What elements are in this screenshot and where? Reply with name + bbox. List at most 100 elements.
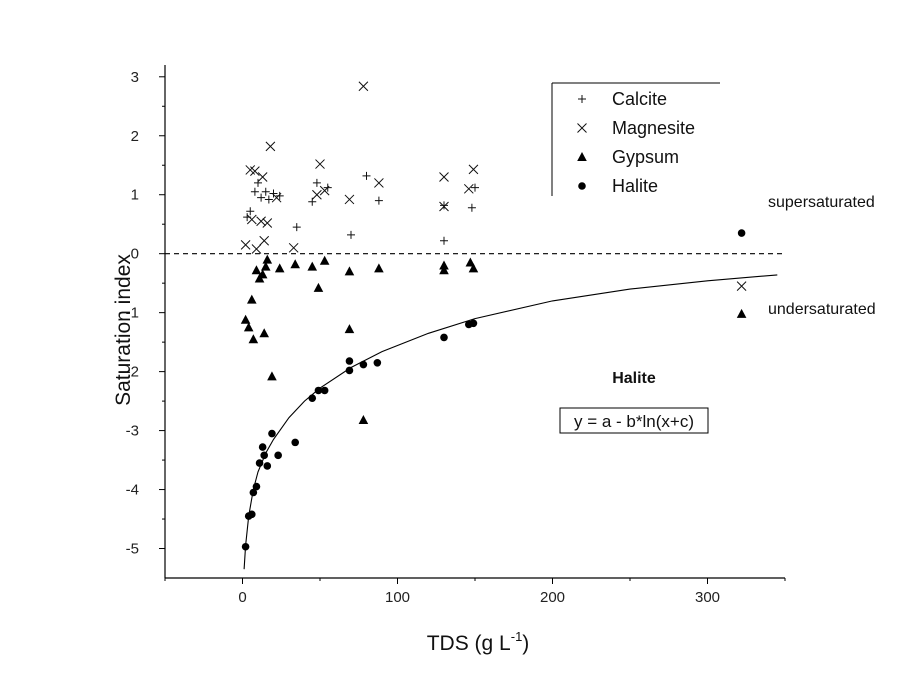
x-tick-label: 100 [385,589,410,606]
gypsum-point [290,259,300,269]
gypsum-point [251,265,262,275]
series-magnesite [240,81,747,291]
y-tick-label: -2 [126,364,139,381]
gypsum-point [243,322,254,332]
gypsum-point [344,266,355,276]
calcite-point [264,195,273,204]
halite-point [440,333,448,342]
magnesite-point [358,81,369,92]
halite-point [241,542,250,551]
legend-items: Calcite Magnesite Gypsum Halite [577,89,695,196]
halite-point [469,319,478,328]
legend-entry-gypsum: Gypsum [577,147,679,167]
calcite-point [246,207,255,216]
halite-point [291,438,300,447]
annotation-undersaturated: undersaturated [768,301,876,318]
gypsum-point [260,261,271,271]
magnesite-point [240,239,251,250]
legend-marker-magnesite [577,123,587,133]
legend-label-gypsum: Gypsum [612,147,679,167]
halite-point [359,360,368,369]
gypsum-point [344,324,355,334]
series-calcite [243,171,479,245]
magnesite-point [319,185,330,196]
magnesite-point [312,189,322,200]
magnesite-point [439,172,449,182]
calcite-point [312,178,321,187]
magnesite-point [251,244,262,254]
gypsum-point [319,255,330,265]
magnesite-point [736,281,747,291]
magnesite-point [265,141,276,152]
ticks-layer: 0 100 200 300 -5 -4 -3 -2 -1 0 1 2 3 [126,69,786,606]
halite-point [314,386,323,395]
calcite-point [440,236,448,245]
magnesite-point [257,172,268,182]
halite-point [260,451,269,460]
magnesite-point [271,192,282,203]
magnesite-point [468,164,479,175]
calcite-point [467,203,476,212]
fit-curve-label: Halite [612,370,656,387]
y-tick-label: 1 [131,187,139,204]
calcite-point [269,189,278,198]
magnesite-point [262,218,273,228]
halite-point [345,366,354,375]
calcite-point [308,197,317,206]
magnesite-point [250,166,260,176]
y-tick-label: 3 [131,69,139,86]
calcite-point [440,201,448,210]
x-axis-title-superscript: -1 [511,629,523,644]
calcite-point [275,191,284,200]
magnesite-point [315,159,325,169]
gypsum-point [358,414,369,424]
plot-layer [165,81,783,570]
gypsum-point [247,294,257,304]
halite-point [308,394,317,402]
y-tick-label: -5 [126,541,139,558]
annotation-supersaturated: supersaturated [768,194,875,211]
series-gypsum [240,254,747,424]
halite-point [268,429,276,438]
y-tick-label: 2 [131,128,139,145]
gypsum-point [439,260,449,270]
magnesite-point [374,178,384,188]
magnesite-point [439,201,449,212]
gypsum-point [313,282,324,292]
legend-marker-gypsum [577,152,587,161]
y-tick-label: -1 [126,305,139,322]
calcite-point [471,183,479,192]
y-tick-label: -3 [126,423,139,440]
halite-point [249,488,258,497]
gypsum-point [274,263,285,273]
magnesite-point [463,183,474,194]
legend-entry-halite: Halite [578,176,658,196]
magnesite-point [256,216,266,227]
calcite-point [362,171,371,180]
gypsum-point [736,308,747,318]
gypsum-point [259,328,269,338]
legend-marker-calcite [578,95,586,103]
calcite-point [250,187,259,196]
gypsum-point [267,371,277,381]
halite-point [248,510,256,519]
magnesite-point [259,235,270,246]
legend-label-calcite: Calcite [612,89,667,109]
y-tick-label: -4 [126,482,139,499]
gypsum-point [307,261,318,271]
halite-point [274,451,282,460]
magnesite-point [344,194,355,205]
x-tick-label: 300 [695,589,720,606]
gypsum-point [439,265,449,275]
calcite-point [292,223,301,232]
x-axis-title-close: ) [522,632,529,655]
series-halite [241,229,746,551]
halite-point [373,358,382,367]
legend-label-halite: Halite [612,176,658,196]
y-axis-title: Saturation index [112,254,135,406]
gypsum-point [248,334,259,344]
magnesite-point [246,214,257,225]
legend-entry-magnesite: Magnesite [577,118,695,138]
x-axis-title-main: TDS (g L [427,632,511,655]
